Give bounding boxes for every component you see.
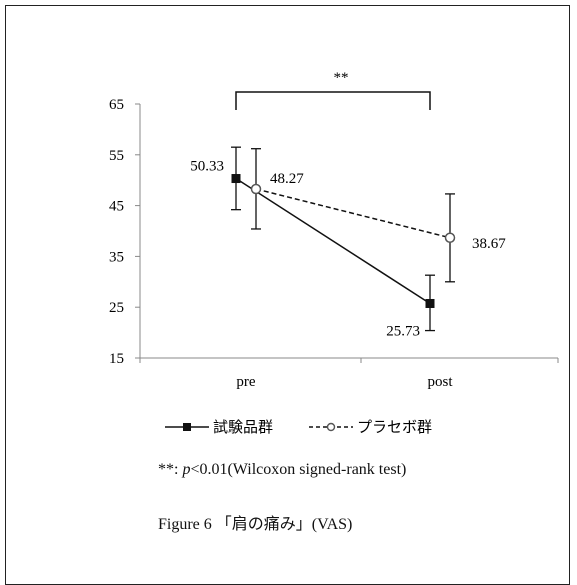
series-1: 50.33 25.73	[190, 146, 435, 339]
legend-label: プラセボ群	[357, 419, 432, 436]
data-point-square	[425, 298, 435, 308]
footnote-prefix: **:	[158, 461, 183, 478]
significance-annotation: **	[334, 70, 349, 86]
data-point-circle	[444, 232, 456, 244]
significance-footnote: **: p<0.01(Wilcoxon signed-rank test)	[158, 461, 406, 479]
series-2: 48.27 38.67	[250, 148, 506, 283]
data-point-square	[231, 174, 241, 184]
x-tick-label: post	[427, 374, 453, 390]
line-chart: 15 25 35 45 55 65 pre post ** 50.33 25.73 48.27 38…	[109, 70, 559, 436]
figure-frame	[5, 5, 570, 585]
series-line	[255, 188, 451, 239]
footnote-p-symbol: p	[182, 461, 191, 478]
footnote-text: <0.01(Wilcoxon signed-rank test)	[190, 461, 407, 478]
data-point-circle	[250, 183, 262, 195]
y-tick-label: 65	[109, 97, 124, 113]
chart-legend: 試験品群 プラセボ群	[165, 419, 432, 436]
chart-axes: 15 25 35 45 55 65 pre post	[109, 97, 559, 390]
data-label: 50.33	[190, 159, 224, 175]
significance-bracket: **	[235, 70, 431, 110]
y-tick-label: 25	[109, 300, 124, 316]
series-line	[235, 177, 431, 305]
chart-series: 50.33 25.73 48.27 38.67	[190, 146, 506, 339]
y-tick-label: 45	[109, 199, 124, 215]
y-tick-label: 55	[109, 148, 124, 164]
legend-item-2: プラセボ群	[309, 419, 432, 436]
figure-caption: Figure 6 「肩の痛み」(VAS)	[158, 516, 353, 533]
y-tick-label: 35	[109, 249, 124, 265]
bracket-line	[235, 91, 431, 110]
data-label: 25.73	[386, 323, 420, 339]
data-label: 38.67	[472, 236, 506, 252]
x-tick-label: pre	[236, 374, 255, 390]
legend-marker-square	[183, 423, 191, 431]
legend-marker-circle	[326, 422, 336, 432]
legend-item-1: 試験品群	[165, 419, 273, 436]
y-tick-label: 15	[109, 351, 124, 367]
data-label: 48.27	[270, 171, 304, 187]
legend-label: 試験品群	[213, 419, 273, 436]
